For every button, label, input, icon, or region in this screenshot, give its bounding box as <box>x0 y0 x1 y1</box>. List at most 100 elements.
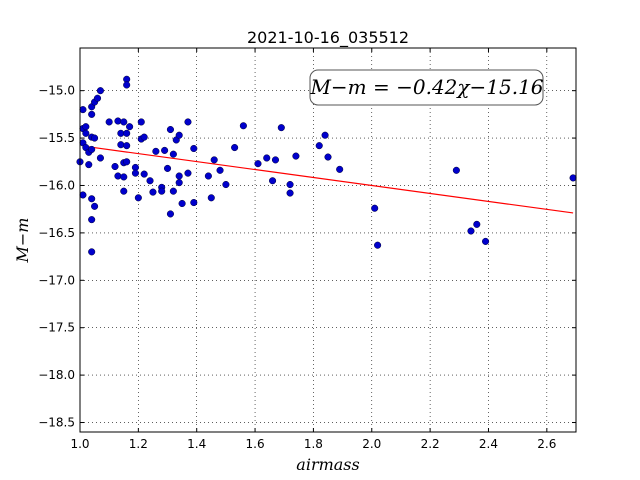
y-tick-label: −18.0 <box>38 368 75 382</box>
data-point <box>134 194 142 202</box>
x-tick-label: 1.4 <box>187 437 206 451</box>
data-point <box>286 180 294 189</box>
data-point <box>336 165 344 173</box>
x-tick-label: 1.0 <box>70 437 89 451</box>
data-point <box>93 94 102 102</box>
data-point <box>149 188 157 196</box>
annotation-box <box>309 69 544 106</box>
data-point <box>315 142 323 150</box>
data-point <box>452 166 460 174</box>
data-point <box>91 202 99 210</box>
y-tick-label: −16.0 <box>38 178 75 192</box>
data-point <box>140 170 148 178</box>
data-point <box>210 156 218 164</box>
x-tick-label: 2.6 <box>537 437 556 451</box>
data-point <box>91 134 99 142</box>
data-point <box>137 118 145 126</box>
fit-equation-box: M−m = −0.42χ−15.16 <box>309 69 544 106</box>
x-tick-label: 1.8 <box>304 437 323 451</box>
data-points <box>76 75 577 256</box>
y-tick-label: −16.5 <box>38 226 75 240</box>
data-point <box>324 153 332 161</box>
data-point <box>374 241 382 249</box>
data-point <box>190 198 198 207</box>
fit-line <box>85 145 574 214</box>
data-point <box>152 147 160 155</box>
data-point <box>146 177 154 185</box>
data-point <box>120 118 128 126</box>
data-point <box>169 150 177 158</box>
data-point <box>178 199 186 208</box>
axis-ticks: 1.0 1.2 1.4 1.6 1.8 2.0 2.2 2.4 2.6 −15.0 −15.5 −16… <box>38 48 576 451</box>
data-point <box>123 81 131 89</box>
x-tick-label: 1.6 <box>246 437 265 451</box>
data-point <box>79 106 87 114</box>
data-point <box>82 123 90 131</box>
data-point <box>231 144 239 152</box>
data-point <box>263 154 271 162</box>
data-point <box>269 177 277 185</box>
data-point <box>79 191 87 199</box>
x-tick-label: 2.0 <box>362 437 381 451</box>
data-point <box>131 169 139 177</box>
data-point <box>123 129 131 137</box>
data-point <box>371 204 379 212</box>
data-point <box>286 189 294 197</box>
data-point <box>123 142 131 150</box>
data-point <box>216 166 224 174</box>
data-point <box>277 124 285 132</box>
data-point <box>175 179 183 187</box>
x-tick-label: 2.2 <box>421 437 440 451</box>
data-point <box>126 123 134 131</box>
data-point <box>166 210 174 218</box>
data-point <box>82 129 90 137</box>
chart-title: 2021-10-16_035512 <box>247 28 409 48</box>
data-point <box>88 110 96 118</box>
data-point <box>254 160 262 168</box>
data-point <box>96 87 104 95</box>
fit-line-group <box>85 145 574 214</box>
data-point <box>190 144 198 153</box>
data-point <box>88 145 96 154</box>
data-point <box>158 187 166 195</box>
y-tick-label: −17.5 <box>38 321 75 335</box>
data-point <box>473 220 481 228</box>
plot-area-frame <box>79 47 577 433</box>
data-point <box>292 152 300 160</box>
data-point <box>184 169 192 177</box>
data-point <box>569 174 577 182</box>
data-point <box>96 154 104 162</box>
y-tick-label: −15.5 <box>38 131 75 145</box>
data-point <box>85 161 93 169</box>
x-tick-label: 2.4 <box>479 437 498 451</box>
x-tick-label: 1.2 <box>129 437 148 451</box>
data-point <box>169 187 177 195</box>
x-axis-label: airmass <box>296 455 359 474</box>
data-point <box>120 173 128 181</box>
data-point <box>482 237 490 245</box>
data-point <box>184 118 192 126</box>
data-point <box>239 122 247 130</box>
data-point <box>123 158 131 166</box>
data-point <box>321 131 329 139</box>
data-point <box>271 156 280 164</box>
y-tick-label: −18.5 <box>38 416 75 430</box>
data-point <box>222 180 230 189</box>
data-point <box>117 141 125 149</box>
data-point <box>467 227 475 235</box>
data-point <box>120 187 128 195</box>
data-point <box>204 172 212 180</box>
data-point <box>140 133 148 141</box>
data-point <box>114 117 122 125</box>
data-point <box>88 248 96 256</box>
fit-equation-label: M−m = −0.42χ−15.16 <box>309 75 543 99</box>
data-point <box>88 216 96 224</box>
data-point <box>114 172 122 180</box>
y-tick-label: −15.0 <box>38 84 75 98</box>
data-point <box>175 172 183 180</box>
y-axis-label: M−m <box>13 218 32 264</box>
data-point <box>105 118 113 126</box>
data-point <box>88 195 96 203</box>
y-tick-label: −17.0 <box>38 273 75 287</box>
